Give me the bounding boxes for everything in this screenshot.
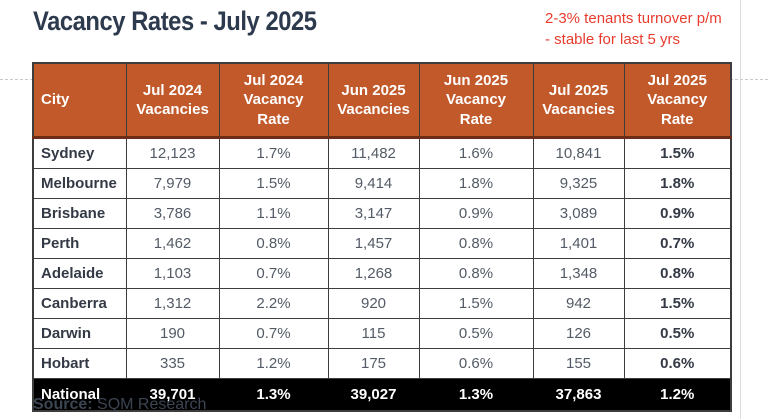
cell-city: Melbourne bbox=[32, 168, 127, 199]
table-row: Hobart 335 1.2% 175 0.6% 155 0.6% bbox=[32, 348, 732, 379]
cell-value: 1.2% bbox=[218, 348, 329, 379]
cell-city: Perth bbox=[32, 228, 127, 259]
cell-value: 0.7% bbox=[218, 258, 329, 289]
cell-value: 0.9% bbox=[623, 198, 732, 229]
table-row: Perth 1,462 0.8% 1,457 0.8% 1,401 0.7% bbox=[32, 228, 732, 259]
cell-value: 1,462 bbox=[125, 228, 220, 259]
cell-value: 920 bbox=[327, 288, 420, 319]
cell-value: 1,268 bbox=[327, 258, 420, 289]
cell-value: 3,786 bbox=[125, 198, 220, 229]
cell-value: 1,103 bbox=[125, 258, 220, 289]
column-header: Jun 2025 Vacancy Rate bbox=[418, 62, 534, 139]
column-header: Jun 2025 Vacancies bbox=[327, 62, 420, 139]
table-row: Darwin 190 0.7% 115 0.5% 126 0.5% bbox=[32, 318, 732, 349]
cell-value: 1.5% bbox=[218, 168, 329, 199]
cell-value: 1.8% bbox=[623, 168, 732, 199]
cell-city: Brisbane bbox=[32, 198, 127, 229]
cell-value: 1.5% bbox=[623, 288, 732, 319]
cell-value: 2.2% bbox=[218, 288, 329, 319]
national-total-row: National 39,701 1.3% 39,027 1.3% 37,863 1.2% bbox=[32, 378, 732, 412]
cell-value: 3,089 bbox=[532, 198, 625, 229]
cell-value: 155 bbox=[532, 348, 625, 379]
cell-value: 1.2% bbox=[623, 378, 732, 412]
cell-value: 0.8% bbox=[418, 228, 534, 259]
cell-value: 1,401 bbox=[532, 228, 625, 259]
cell-value: 37,863 bbox=[532, 378, 625, 412]
page-title: Vacancy Rates - July 2025 bbox=[33, 6, 317, 36]
cell-value: 0.9% bbox=[418, 198, 534, 229]
cell-city: Sydney bbox=[32, 137, 127, 169]
cell-value: 1,457 bbox=[327, 228, 420, 259]
right-divider-line bbox=[740, 0, 741, 419]
cell-value: 1.3% bbox=[218, 378, 329, 412]
source-note: Source: SQM Research bbox=[33, 396, 206, 414]
cell-value: 1.1% bbox=[218, 198, 329, 229]
table-header-row: City Jul 2024 Vacancies Jul 2024 Vacancy R… bbox=[32, 62, 732, 139]
cell-value: 1.3% bbox=[418, 378, 534, 412]
cell-value: 10,841 bbox=[532, 137, 625, 169]
source-label: Source: bbox=[33, 396, 93, 413]
cell-value: 1.5% bbox=[623, 137, 732, 169]
table-row: Melbourne 7,979 1.5% 9,414 1.8% 9,325 1.8% bbox=[32, 168, 732, 199]
table-row: Adelaide 1,103 0.7% 1,268 0.8% 1,348 0.8% bbox=[32, 258, 732, 289]
table-row: Sydney 12,123 1.7% 11,482 1.6% 10,841 1.5% bbox=[32, 137, 732, 169]
cell-value: 115 bbox=[327, 318, 420, 349]
column-header: Jul 2025 Vacancies bbox=[532, 62, 625, 139]
source-value: SQM Research bbox=[92, 396, 207, 413]
column-header: Jul 2024 Vacancies bbox=[125, 62, 220, 139]
cell-value: 0.6% bbox=[623, 348, 732, 379]
cell-city: Hobart bbox=[32, 348, 127, 379]
vacancy-rates-table: City Jul 2024 Vacancies Jul 2024 Vacancy R… bbox=[32, 62, 732, 412]
cell-value: 39,701 bbox=[125, 378, 220, 412]
cell-value: 1.8% bbox=[418, 168, 534, 199]
cell-value: 0.8% bbox=[623, 258, 732, 289]
cell-value: 1.7% bbox=[218, 137, 329, 169]
cell-value: 0.6% bbox=[418, 348, 534, 379]
cell-value: 0.7% bbox=[623, 228, 732, 259]
table-row: Canberra 1,312 2.2% 920 1.5% 942 1.5% bbox=[32, 288, 732, 319]
cell-city: Adelaide bbox=[32, 258, 127, 289]
cell-value: 3,147 bbox=[327, 198, 420, 229]
cell-value: 1,348 bbox=[532, 258, 625, 289]
cell-value: 942 bbox=[532, 288, 625, 319]
cell-value: 0.8% bbox=[218, 228, 329, 259]
cell-value: 7,979 bbox=[125, 168, 220, 199]
cell-value: 1,312 bbox=[125, 288, 220, 319]
cell-value: 126 bbox=[532, 318, 625, 349]
cell-city: Canberra bbox=[32, 288, 127, 319]
cell-value: 0.5% bbox=[418, 318, 534, 349]
cell-value: 335 bbox=[125, 348, 220, 379]
cell-value: 39,027 bbox=[327, 378, 420, 412]
column-header: City bbox=[32, 62, 127, 139]
annotation-line-2: - stable for last 5 yrs bbox=[545, 30, 681, 48]
cell-value: 190 bbox=[125, 318, 220, 349]
annotation-line-1: 2-3% tenants turnover p/m bbox=[545, 10, 722, 27]
cell-value: 175 bbox=[327, 348, 420, 379]
table-row: Brisbane 3,786 1.1% 3,147 0.9% 3,089 0.9% bbox=[32, 198, 732, 229]
column-header: Jul 2025 Vacancy Rate bbox=[623, 62, 732, 139]
cell-value: 12,123 bbox=[125, 137, 220, 169]
annotation-note: 2-3% tenants turnover p/m - stable for l… bbox=[545, 9, 722, 50]
cell-value: 0.8% bbox=[418, 258, 534, 289]
cell-value: 0.5% bbox=[623, 318, 732, 349]
cell-value: 11,482 bbox=[327, 137, 420, 169]
cell-city: National bbox=[32, 378, 127, 412]
cell-value: 9,414 bbox=[327, 168, 420, 199]
cell-value: 0.7% bbox=[218, 318, 329, 349]
cell-value: 1.6% bbox=[418, 137, 534, 169]
column-header: Jul 2024 Vacancy Rate bbox=[218, 62, 329, 139]
cell-value: 9,325 bbox=[532, 168, 625, 199]
cell-value: 1.5% bbox=[418, 288, 534, 319]
cell-city: Darwin bbox=[32, 318, 127, 349]
